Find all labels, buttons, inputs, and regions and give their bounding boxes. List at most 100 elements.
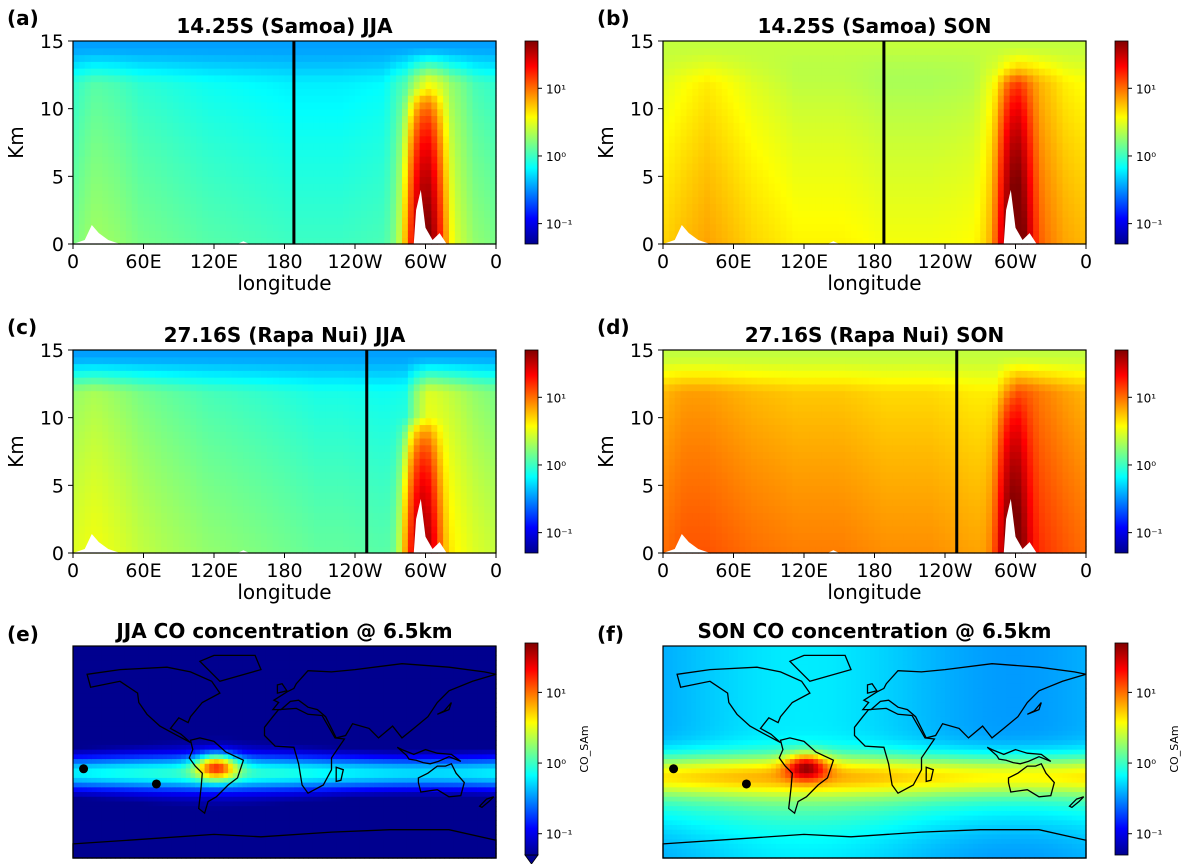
data-cell <box>149 471 156 480</box>
data-cell <box>108 525 115 534</box>
data-cell <box>272 237 280 245</box>
data-cell <box>449 108 456 117</box>
data-cell <box>856 142 864 150</box>
data-cell <box>214 230 221 238</box>
data-cell <box>172 74 180 83</box>
data-cell <box>780 230 787 238</box>
data-cell <box>143 539 150 547</box>
data-cell <box>131 539 139 547</box>
data-cell <box>745 230 752 238</box>
data-cell <box>945 41 952 49</box>
data-cell <box>155 356 162 365</box>
data-cell <box>131 88 139 96</box>
data-cell <box>355 142 362 150</box>
colorbar-tick-label: 10⁻¹ <box>1136 218 1163 232</box>
data-cell <box>454 88 462 96</box>
data-cell <box>856 203 864 211</box>
data-cell <box>343 196 350 204</box>
data-cell <box>143 519 150 527</box>
data-cell <box>155 512 162 520</box>
data-cell <box>378 135 385 144</box>
data-cell <box>868 54 876 62</box>
data-cell <box>396 176 403 184</box>
data-cell <box>96 95 103 103</box>
data-cell <box>96 505 103 513</box>
data-cell <box>1009 74 1017 83</box>
data-cell <box>786 74 793 83</box>
data-cell <box>1062 47 1069 56</box>
data-cell <box>78 74 86 83</box>
data-cell <box>155 444 162 453</box>
data-cell <box>172 41 180 49</box>
data-cell <box>1044 135 1052 144</box>
data-cell <box>768 95 776 103</box>
data-cell <box>780 142 787 150</box>
data-cell <box>974 115 981 123</box>
data-cell <box>137 431 145 439</box>
data-cell <box>355 176 362 184</box>
data-cell <box>997 122 1005 130</box>
data-cell <box>751 169 758 177</box>
data-cell <box>786 183 793 191</box>
data-cell <box>190 223 197 232</box>
data-cell <box>692 54 699 62</box>
data-cell <box>792 183 799 191</box>
data-cell <box>898 196 905 204</box>
data-cell <box>472 54 479 62</box>
data-cell <box>202 128 209 137</box>
data-cell <box>208 176 215 184</box>
data-cell <box>366 41 374 49</box>
data-cell <box>167 81 174 89</box>
data-cell <box>780 122 787 130</box>
data-cell <box>745 115 752 123</box>
x-tick-label: 120E <box>190 251 238 273</box>
data-cell <box>454 216 462 225</box>
data-cell <box>184 142 192 150</box>
data-cell <box>874 68 881 76</box>
data-cell <box>715 189 723 198</box>
data-cell <box>231 162 239 171</box>
data-cell <box>78 505 86 513</box>
data-cell <box>674 162 682 171</box>
data-cell <box>792 230 799 238</box>
data-cell <box>780 210 787 218</box>
data-cell <box>413 74 421 83</box>
data-cell <box>366 196 374 204</box>
data-cell <box>968 74 975 83</box>
data-cell <box>460 41 468 49</box>
data-cell <box>768 223 776 232</box>
data-cell <box>992 210 999 218</box>
data-cell <box>692 169 699 177</box>
data-cell <box>1050 95 1058 103</box>
data-cell <box>1050 196 1058 204</box>
data-cell <box>1050 68 1058 76</box>
data-cell <box>349 203 356 211</box>
data-cell <box>997 162 1005 171</box>
data-cell <box>774 142 782 150</box>
data-cell <box>956 68 964 76</box>
data-cell <box>460 135 468 144</box>
data-cell <box>161 169 168 177</box>
data-cell <box>184 363 192 371</box>
data-cell <box>102 519 109 527</box>
data-cell <box>208 81 215 89</box>
data-cell <box>449 223 456 232</box>
data-cell <box>319 41 327 49</box>
data-cell <box>231 128 239 137</box>
data-cell <box>96 135 103 144</box>
data-cell <box>196 47 203 56</box>
data-cell <box>804 189 811 198</box>
data-cell <box>219 54 227 62</box>
data-cell <box>715 210 723 218</box>
data-cell <box>325 162 333 171</box>
data-cell <box>419 54 427 62</box>
data-cell <box>1015 189 1022 198</box>
data-cell <box>137 451 145 459</box>
data-cell <box>721 74 729 83</box>
data-cell <box>862 176 870 184</box>
data-cell <box>692 101 699 110</box>
data-cell <box>155 546 162 554</box>
data-cell <box>721 101 729 110</box>
x-tick-label: 0 <box>657 251 669 273</box>
data-cell <box>739 210 746 218</box>
